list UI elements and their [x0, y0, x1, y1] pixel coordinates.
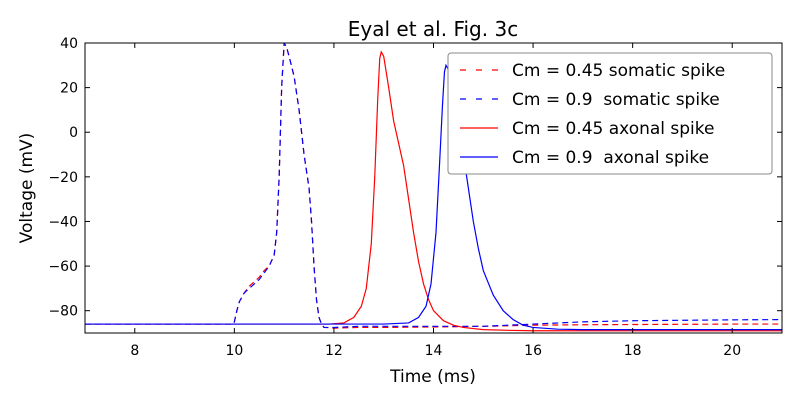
legend: Cm = 0.45 somatic spike Cm = 0.9 somatic … — [447, 52, 773, 175]
legend-label-4: Cm = 0.9 axonal spike — [512, 148, 709, 168]
x-tick-label: 8 — [130, 343, 139, 359]
y-tick-label: −80 — [48, 304, 78, 320]
x-tick-label: 12 — [325, 343, 343, 359]
x-axis: 8 10 12 14 16 18 20 — [130, 43, 741, 359]
x-axis-label: Time (ms) — [389, 367, 476, 387]
x-tick-label: 16 — [524, 343, 542, 359]
legend-box — [447, 52, 773, 175]
x-tick-label: 18 — [624, 343, 642, 359]
y-axis-label: Voltage (mV) — [17, 133, 37, 244]
x-tick-label: 20 — [723, 343, 741, 359]
y-tick-label: 0 — [69, 125, 78, 141]
series-line-3 — [85, 50, 782, 332]
y-axis: −80 −60 −40 −20 0 20 40 — [48, 36, 782, 320]
x-tick-label: 14 — [425, 343, 443, 359]
series-line-2 — [85, 43, 782, 329]
legend-label-1: Cm = 0.45 somatic spike — [512, 61, 725, 81]
chart-title: Eyal et al. Fig. 3c — [348, 17, 518, 41]
legend-label-3: Cm = 0.45 axonal spike — [512, 119, 714, 139]
y-tick-label: −40 — [48, 214, 78, 230]
x-tick-label: 10 — [225, 343, 243, 359]
y-tick-label: 20 — [60, 81, 78, 97]
y-tick-label: −20 — [48, 170, 78, 186]
y-tick-label: 40 — [60, 36, 78, 52]
legend-label-2: Cm = 0.9 somatic spike — [512, 90, 720, 110]
y-tick-label: −60 — [48, 259, 78, 275]
